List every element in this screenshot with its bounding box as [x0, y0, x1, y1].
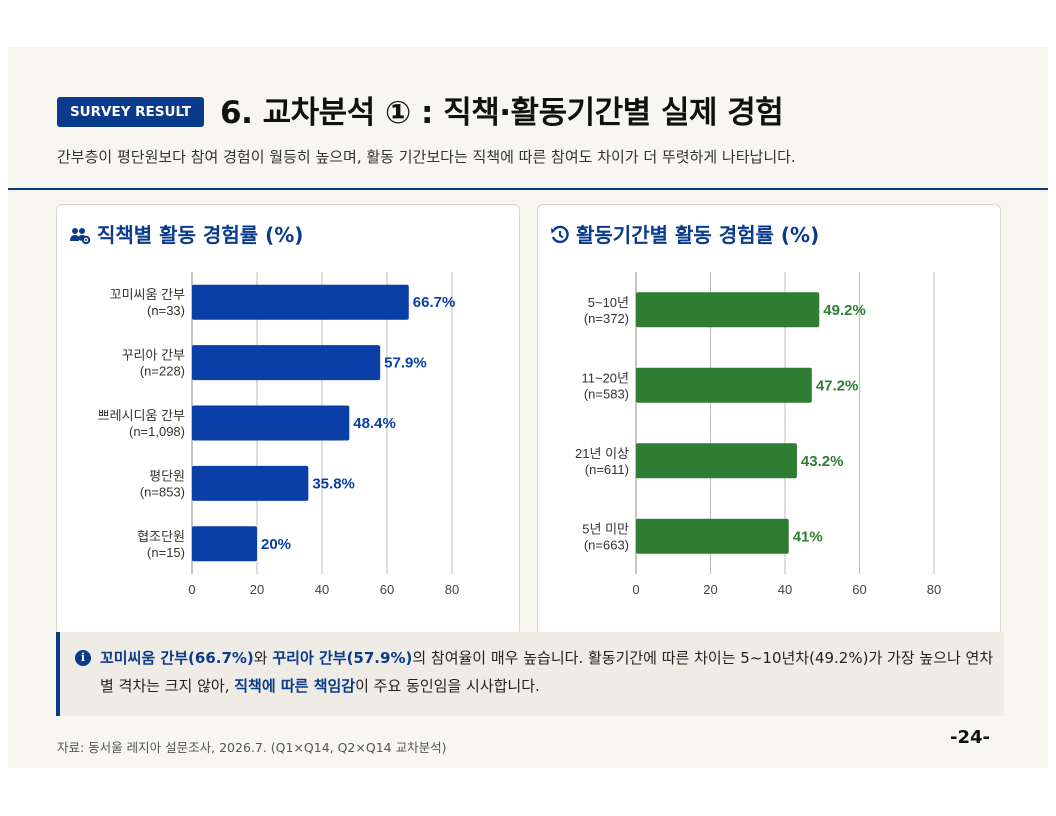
page-title: 6. 교차분석 ① : 직책·활동기간별 실제 경험: [220, 95, 784, 131]
data-label: 41%: [793, 528, 823, 545]
data-label: 20%: [261, 536, 291, 553]
period-bar-chart: 0 20 40 60 8049.2%5~10년(n=372)47.2%11~20년(n=…: [575, 272, 941, 597]
history-icon: [551, 225, 569, 244]
category-sample-size: (n=372): [584, 311, 629, 326]
bar: [636, 443, 797, 479]
category-sample-size: (n=853): [140, 484, 185, 499]
data-label: 66.7%: [413, 294, 456, 311]
category-label: 평단원: [149, 468, 185, 483]
bar: [192, 465, 309, 501]
bar: [636, 292, 820, 328]
period-chart-title: 활동기간별 활동 경험률 (%): [550, 219, 819, 248]
info-icon: i: [75, 650, 91, 666]
x-tick-label: 20: [703, 582, 717, 597]
x-tick-label: 0: [632, 582, 639, 597]
source-note: 자료: 동서울 레지아 설문조사, 2026.7. (Q1×Q14, Q2×Q1…: [57, 740, 447, 755]
category-sample-size: (n=15): [147, 545, 185, 560]
insight-text: 꼬미씨움 간부(66.7%)와 꾸리아 간부(57.9%)의 참여율이 매우 높…: [100, 649, 994, 695]
data-label: 43.2%: [801, 453, 844, 470]
x-tick-label: 40: [778, 582, 792, 597]
category-label: 11~20년: [581, 370, 629, 385]
x-tick-label: 40: [315, 582, 329, 597]
x-tick-label: 60: [852, 582, 866, 597]
category-sample-size: (n=33): [147, 303, 185, 318]
data-label: 57.9%: [384, 355, 427, 372]
data-label: 47.2%: [816, 377, 859, 394]
header-divider: [8, 188, 1048, 190]
x-tick-label: 80: [927, 582, 941, 597]
category-sample-size: (n=583): [584, 386, 629, 401]
category-label: 꼬미씨움 간부: [110, 287, 185, 302]
slide: SURVEY RESULT 6. 교차분석 ① : 직책·활동기간별 실제 경험…: [8, 47, 1048, 768]
period-chart-panel: 활동기간별 활동 경험률 (%) 0 20 40 60 80 49.2% 5~10년 (n=3…: [537, 204, 1001, 636]
insight-note: i 꼬미씨움 간부(66.7%)와 꾸리아 간부(57.9%)의 참여율이 매우…: [56, 632, 1004, 716]
data-label: 49.2%: [823, 302, 866, 319]
bar: [192, 345, 381, 381]
category-sample-size: (n=228): [140, 364, 185, 379]
category-label: 5년 미만: [582, 521, 629, 536]
bar: [192, 284, 409, 320]
x-tick-label: 20: [250, 582, 264, 597]
x-tick-label: 60: [380, 582, 394, 597]
category-label: 꾸리아 간부: [122, 348, 185, 363]
bar: [636, 367, 812, 403]
page-subtitle: 간부층이 평단원보다 참여 경험이 월등히 높으며, 활동 기간보다는 직책에 …: [57, 148, 796, 166]
category-sample-size: (n=611): [585, 462, 629, 477]
category-sample-size: (n=663): [584, 537, 629, 552]
category-label: 쁘레시디움 간부: [98, 408, 185, 423]
position-chart-title: 직책별 활동 경험률 (%): [69, 219, 303, 248]
category-sample-size: (n=1,098): [129, 424, 185, 439]
category-label: 협조단원: [137, 529, 185, 544]
x-tick-label: 0: [188, 582, 195, 597]
data-label: 48.4%: [353, 415, 396, 432]
page-number: -24-: [950, 727, 990, 748]
data-label: 35.8%: [312, 475, 355, 492]
survey-result-badge: SURVEY RESULT: [57, 97, 204, 127]
users-gear-icon: [70, 228, 91, 245]
category-label: 21년 이상: [575, 446, 629, 461]
position-chart-panel: 직책별 활동 경험률 (%) 0 20 40 60 80 66.7% 꼬미씨움 간부 (n=3…: [56, 204, 520, 636]
x-tick-label: 80: [445, 582, 459, 597]
category-label: 5~10년: [588, 295, 629, 310]
bar: [636, 518, 789, 554]
bar: [192, 405, 350, 441]
bar: [192, 526, 257, 562]
